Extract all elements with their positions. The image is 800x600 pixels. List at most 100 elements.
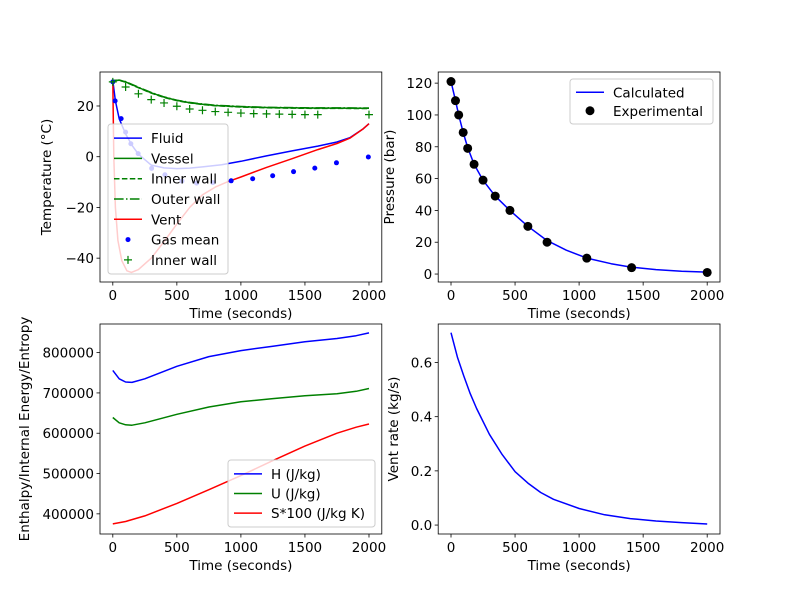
x-tick-label: 500: [164, 288, 190, 304]
legend-label: S*100 (J/kg K): [271, 506, 365, 522]
x-tick-label: 1000: [224, 540, 258, 556]
data-point: [198, 106, 207, 115]
plot-area: [450, 332, 708, 525]
y-tick-label: 0.2: [411, 464, 432, 480]
y-tick-label: 80: [415, 140, 432, 156]
x-tick-label: 0: [447, 540, 456, 556]
legend-label: Calculated: [613, 85, 685, 101]
legend-label: Gas mean: [151, 233, 219, 249]
legend-entry: Inner wall: [114, 172, 217, 188]
legend-box: [227, 459, 376, 528]
x-tick-label: 2000: [352, 540, 386, 556]
y-tick-label: −40: [66, 251, 95, 267]
data-point: [364, 110, 373, 119]
x-tick-label: 500: [502, 288, 528, 304]
x-tick-label: 1000: [562, 288, 596, 304]
y-tick-label: 20: [415, 235, 432, 251]
data-point: [454, 110, 464, 120]
legend-box: [107, 123, 229, 275]
legend-label: Inner wall: [151, 253, 217, 269]
data-point: [224, 108, 233, 117]
data-point: [312, 165, 318, 171]
x-tick-label: 2000: [690, 288, 724, 304]
data-point: [236, 109, 245, 118]
data-point: [112, 98, 118, 104]
legend-label: Inner wall: [151, 172, 217, 188]
y-tick-label: 60: [415, 172, 432, 188]
y-tick-label: 120: [406, 76, 432, 92]
y-tick-label: 0.0: [411, 518, 432, 534]
legend-entry: H (J/kg): [234, 467, 321, 483]
y-tick-label: 0: [424, 267, 433, 283]
legend-label: Fluid: [151, 131, 183, 147]
data-point: [147, 95, 156, 104]
x-tick-label: 500: [164, 540, 190, 556]
y-tick-label: 0.6: [411, 355, 432, 371]
data-point: [490, 191, 500, 201]
data-point: [523, 221, 533, 231]
data-point: [262, 109, 271, 118]
legend-entry: Vent: [114, 212, 181, 228]
y-tick-label: −20: [66, 200, 95, 216]
legend: H (J/kg) U (J/kg) S*100 (J/kg K): [227, 459, 376, 528]
legend-entry: Fluid: [114, 131, 183, 147]
legend: Fluid Vessel Inner wall Outer wall Vent Gas m…: [107, 123, 229, 275]
subplot-3: 0 500 1000 1500 2000 0.0 0.2 0.4 0.6 Time (second…: [386, 323, 724, 574]
data-point: [275, 110, 284, 119]
y-tick-label: 600000: [42, 426, 94, 442]
x-axis-label: Time (seconds): [527, 306, 631, 322]
data-point: [228, 178, 234, 184]
legend-label: Vent: [151, 212, 181, 228]
data-point: [172, 102, 181, 111]
series-u-j-kg-line: [112, 387, 370, 426]
series-inner-wall-markers: [108, 77, 373, 119]
legend-label: U (J/kg): [271, 487, 321, 503]
legend-entry: U (J/kg): [234, 487, 321, 503]
legend-entry: Vessel: [114, 151, 194, 167]
legend-label: Outer wall: [151, 192, 220, 208]
y-tick-label: 800000: [42, 346, 94, 362]
series-h-j-kg-line: [112, 332, 370, 384]
plot-area: [446, 77, 712, 277]
data-point: [702, 267, 712, 277]
x-axis-label: Time (seconds): [188, 558, 292, 574]
y-tick-label: 400000: [42, 507, 94, 523]
x-tick-label: 2000: [690, 540, 724, 556]
data-point: [249, 109, 258, 118]
data-point: [582, 253, 592, 263]
legend: Calculated Experimental: [569, 78, 714, 125]
data-point: [542, 237, 552, 247]
data-point: [300, 110, 309, 119]
x-tick-label: 1500: [288, 288, 322, 304]
y-axis-label: Temperature (°C): [39, 119, 55, 237]
data-point: [270, 173, 276, 179]
data-point: [160, 98, 169, 107]
subplot-0: 0 500 1000 1500 2000 −40 −20 0 20 Time (seconds) T…: [39, 71, 386, 322]
legend-label: H (J/kg): [271, 467, 321, 483]
y-axis-label: Enthalpy/Internal Energy/Entropy: [17, 317, 33, 542]
data-point: [134, 89, 143, 98]
x-axis-label: Time (seconds): [527, 558, 631, 574]
x-axis-label: Time (seconds): [188, 306, 292, 322]
legend-entry: Inner wall: [124, 253, 217, 269]
y-tick-label: 0.4: [411, 410, 432, 426]
y-tick-label: 500000: [42, 467, 94, 483]
data-point: [313, 110, 322, 119]
series-inner-wall-line: [112, 79, 370, 110]
x-tick-label: 0: [447, 288, 456, 304]
series-line-line: [450, 332, 708, 525]
y-tick-label: 40: [415, 203, 432, 219]
x-tick-label: 500: [502, 540, 528, 556]
x-tick-label: 1500: [288, 540, 322, 556]
legend-label: Vessel: [151, 151, 194, 167]
data-point: [469, 159, 479, 169]
data-point: [478, 175, 488, 185]
data-point: [211, 107, 220, 116]
data-point: [108, 77, 117, 86]
y-tick-label: 100: [406, 108, 432, 124]
y-tick-label: 20: [77, 99, 94, 115]
data-point: [365, 154, 371, 160]
legend-swatch: [585, 106, 595, 116]
legend-box: [569, 78, 714, 125]
